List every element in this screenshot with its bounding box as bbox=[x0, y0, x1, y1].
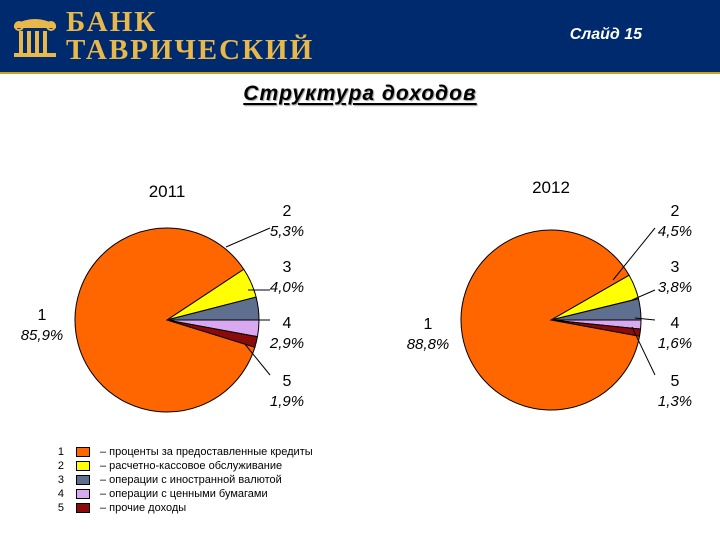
leader-line bbox=[612, 227, 656, 281]
pie-chart-2011: 2011 1 85,9% 2 5,3% 3 4,0% 4 2,9% 5 1,9% bbox=[21, 182, 304, 413]
legend-swatch bbox=[76, 447, 90, 457]
slice-number-label: 3 bbox=[283, 259, 292, 276]
header-bar: БАНК ТАВРИЧЕСКИЙ Слайд 15 bbox=[0, 0, 720, 74]
legend-number: 5 bbox=[57, 502, 64, 514]
legend-text: – проценты за предоставленные кредиты bbox=[100, 446, 313, 458]
legend-text: – операции с ценными бумагами bbox=[100, 488, 268, 500]
slice-percent-label: 5,3% bbox=[270, 223, 304, 240]
page-title: Структура доходов bbox=[243, 82, 477, 105]
leader-line bbox=[634, 317, 656, 321]
legend-swatch bbox=[76, 461, 90, 471]
slice-number-label: 2 bbox=[671, 203, 680, 220]
pie-slice-1 bbox=[460, 229, 641, 411]
legend-item: 3 – операции с иностранной валютой bbox=[50, 473, 313, 487]
leader-line bbox=[631, 326, 656, 376]
slice-number-label: 3 bbox=[671, 259, 680, 276]
legend-item: 1 – проценты за предоставленные кредиты bbox=[50, 445, 313, 459]
slice-percent-label: 85,9% bbox=[21, 327, 64, 344]
header-divider bbox=[0, 72, 720, 74]
legend-swatch bbox=[76, 489, 90, 499]
slice-percent-label: 88,8% bbox=[407, 336, 450, 353]
slice-number-label: 5 bbox=[671, 373, 680, 390]
pie-slice-1 bbox=[74, 227, 256, 413]
slice-percent-label: 1,9% bbox=[270, 393, 304, 410]
legend-number: 3 bbox=[57, 474, 64, 486]
pie-chart-2012: 2012 1 88,8% 2 4,5% 3 3,8% 4 1,6% 5 1,3% bbox=[407, 178, 692, 411]
legend-number: 2 bbox=[57, 460, 64, 472]
legend-text: – прочие доходы bbox=[100, 502, 187, 514]
legend-item: 5 – прочие доходы bbox=[50, 501, 313, 515]
legend-text: – операции с иностранной валютой bbox=[100, 474, 282, 486]
slide-number: Слайд 15 bbox=[569, 26, 642, 43]
bank-columns-icon bbox=[14, 19, 56, 57]
chart-title: 2011 bbox=[149, 182, 186, 201]
slice-percent-label: 1,6% bbox=[658, 335, 692, 352]
slice-number-label: 5 bbox=[283, 373, 292, 390]
slice-number-label: 1 bbox=[424, 316, 433, 333]
legend-text: – расчетно-кассовое обслуживание bbox=[100, 460, 283, 472]
legend: 1 – проценты за предоставленные кредиты 2 –… bbox=[50, 445, 313, 515]
slice-percent-label: 1,3% bbox=[658, 393, 692, 410]
legend-number: 4 bbox=[57, 488, 64, 500]
legend-number: 1 bbox=[57, 446, 64, 458]
legend-swatch bbox=[76, 475, 90, 485]
leader-line bbox=[243, 342, 271, 376]
slice-percent-label: 3,8% bbox=[658, 279, 692, 296]
slice-percent-label: 4,5% bbox=[658, 223, 692, 240]
legend-item: 2 – расчетно-кассовое обслуживание bbox=[50, 459, 313, 473]
bank-name-line1: БАНК bbox=[66, 6, 158, 38]
slice-number-label: 1 bbox=[38, 307, 47, 324]
slice-percent-label: 4,0% bbox=[270, 279, 304, 296]
slice-number-label: 2 bbox=[283, 203, 292, 220]
legend-item: 4 – операции с ценными бумагами bbox=[50, 487, 313, 501]
legend-swatch bbox=[76, 503, 90, 513]
slice-percent-label: 2,9% bbox=[269, 335, 304, 352]
leader-line bbox=[631, 289, 656, 301]
leader-line bbox=[225, 227, 271, 248]
chart-title: 2012 bbox=[532, 178, 570, 197]
bank-name-line2: ТАВРИЧЕСКИЙ bbox=[66, 34, 315, 66]
slice-number-label: 4 bbox=[671, 315, 680, 332]
slice-number-label: 4 bbox=[283, 315, 292, 332]
